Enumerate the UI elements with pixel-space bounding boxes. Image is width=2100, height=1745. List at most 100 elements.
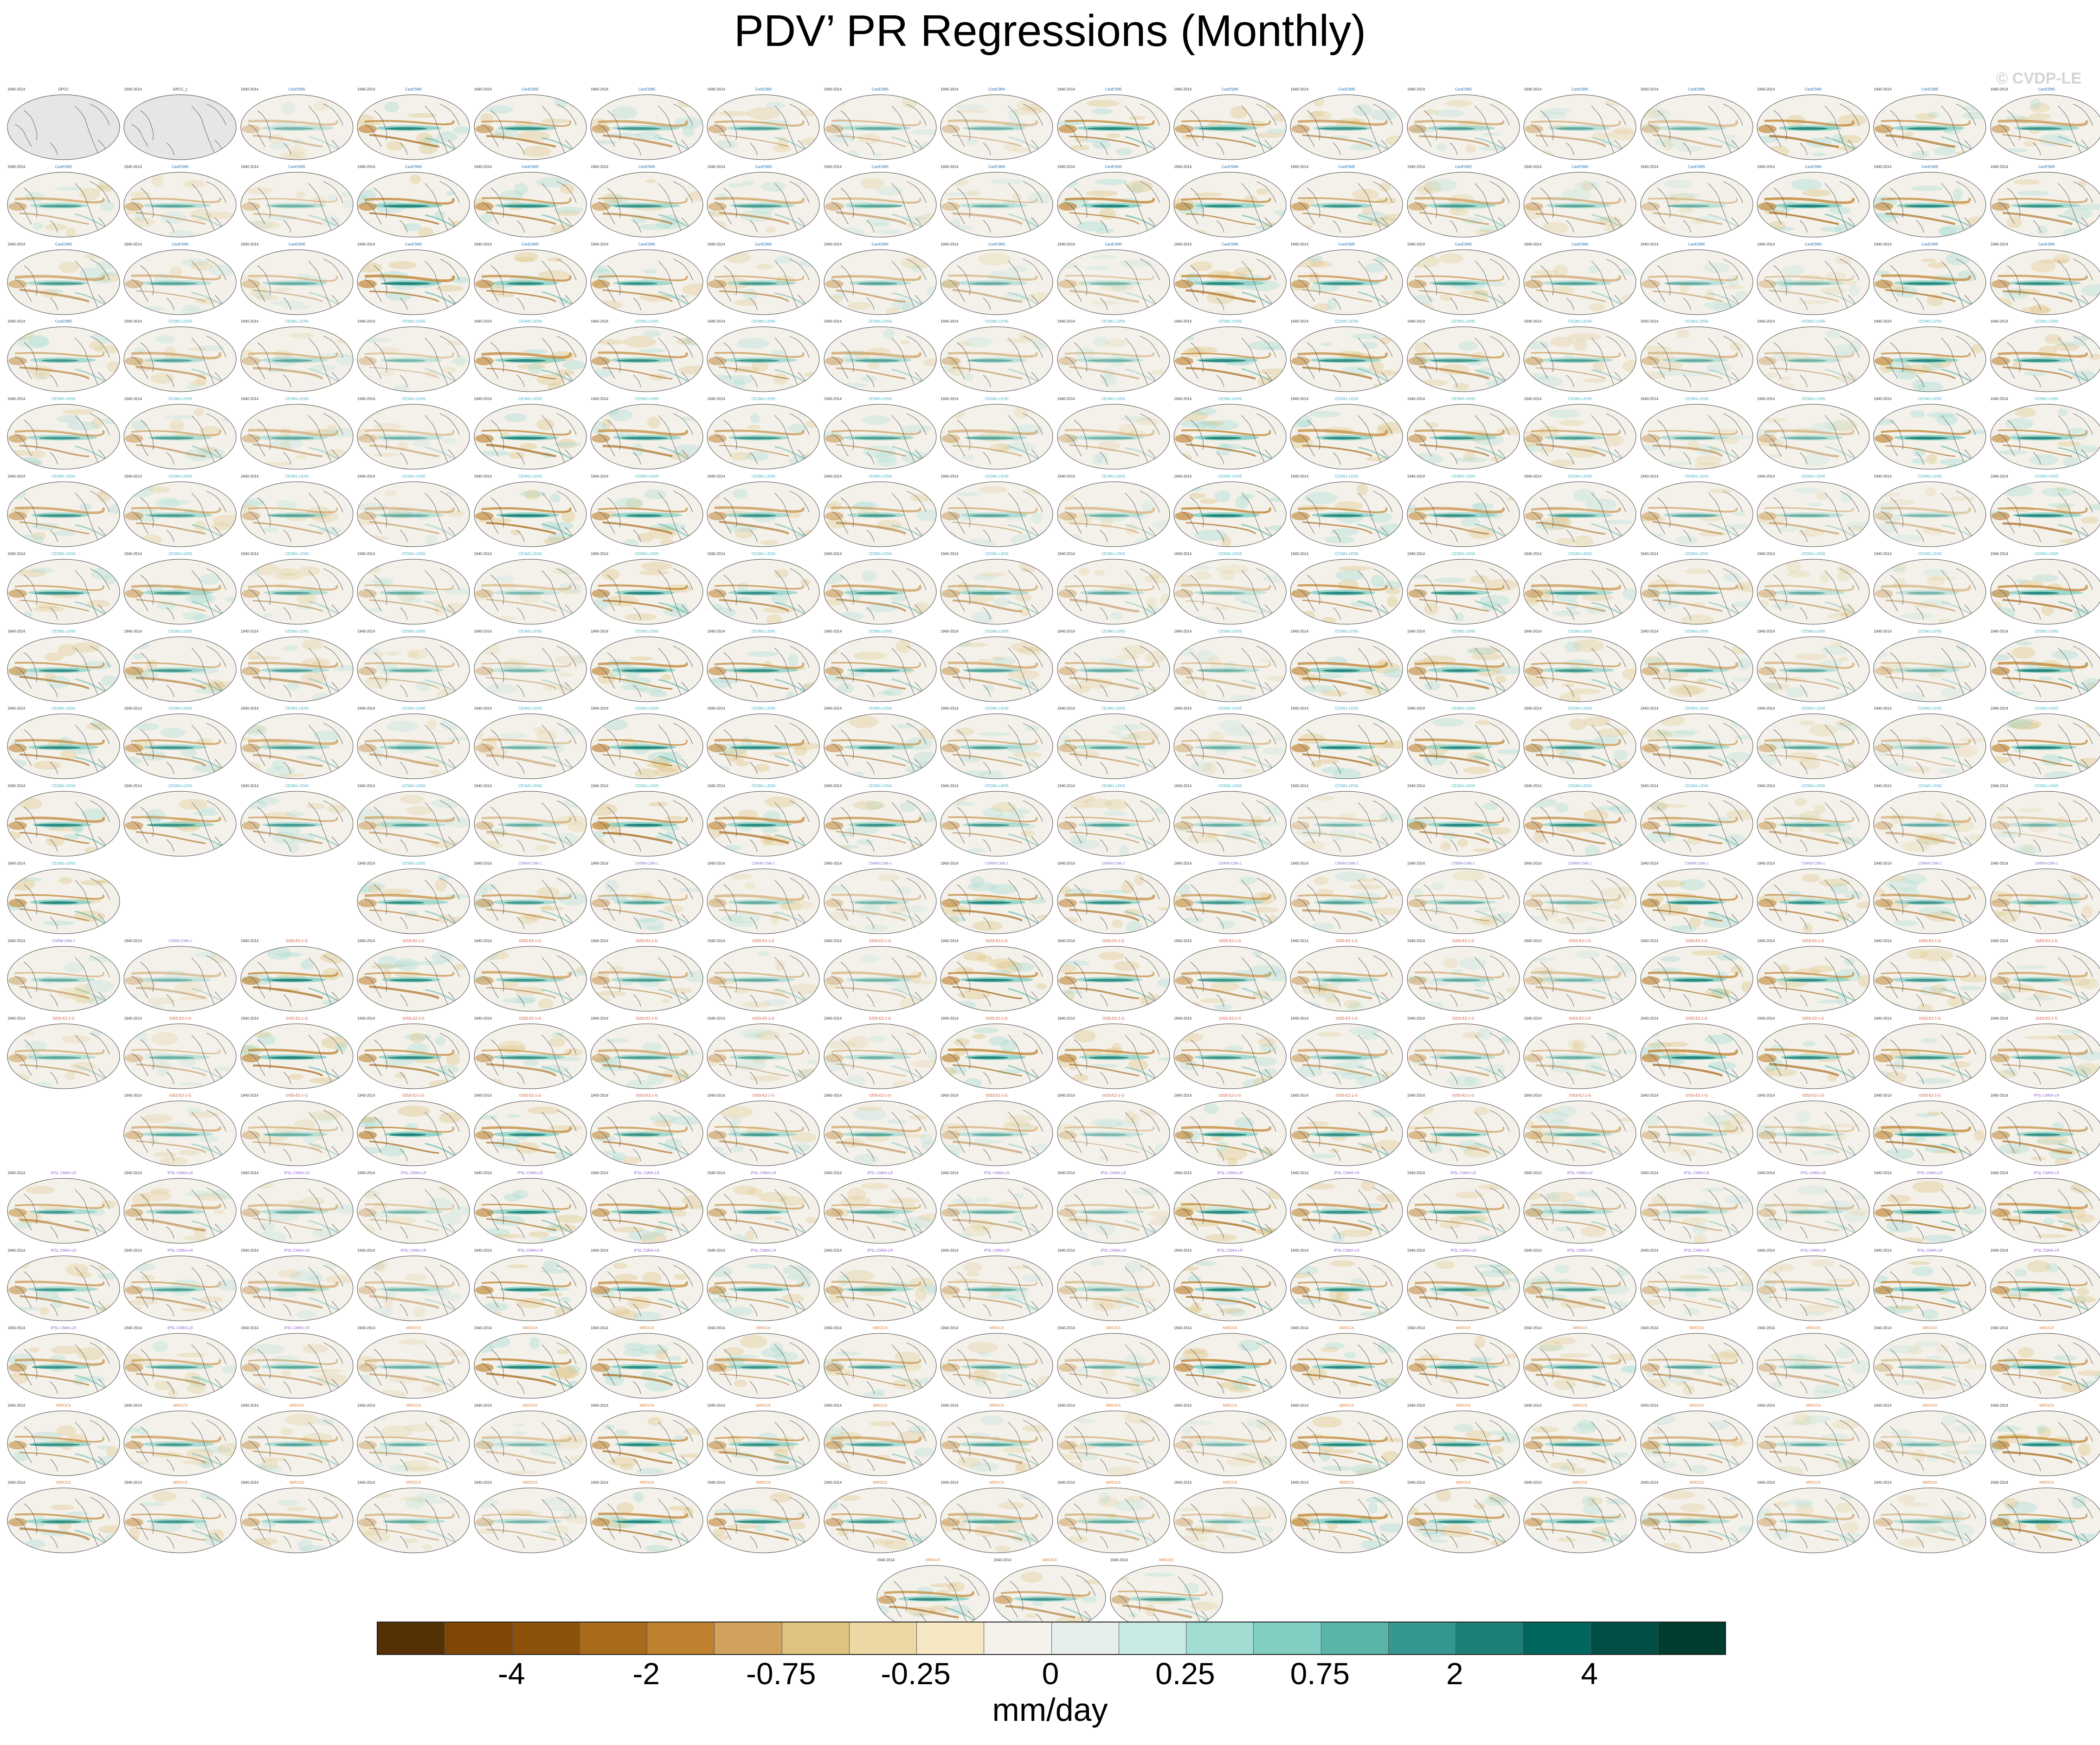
regression-map: [474, 713, 587, 779]
panel-title: CanESM5: [405, 242, 422, 246]
panel-years: 1940-2014: [1524, 1016, 1542, 1021]
regression-map: [1290, 559, 1403, 625]
panel-header: 1940-2014 MIROC6: [472, 1480, 588, 1486]
map-panel: 1940-2014 IPSL-CM6A-LR: [939, 1170, 1055, 1247]
panel-title: CESM1-LENS: [168, 474, 192, 478]
panel-header: 1940-2014 CESM1-LENS: [239, 783, 355, 789]
map-panel: 1940-2014 MIROC6: [1172, 1325, 1288, 1402]
regression-map: [1523, 172, 1636, 238]
panel-title: CESM1-LENS: [635, 474, 659, 478]
panel-title: CESM1-LENS: [52, 474, 76, 478]
panel-header: 1940-2014 GISS-E2-1-G: [705, 938, 821, 944]
panel-header: 1940-2014 CESM1-LENS: [122, 783, 238, 789]
panel-title: CNRM-CM6-1: [1335, 861, 1359, 866]
panel-years: 1940-2014: [240, 1093, 259, 1098]
panel-header: 1940-2014 MIROC6: [1872, 1402, 1988, 1409]
map-panel: 1940-2014 IPSL-CM6A-LR: [1872, 1170, 1988, 1247]
panel-years: 1940-2014: [474, 938, 492, 943]
panel-years: 1940-2014: [7, 551, 26, 556]
map-panel: 1940-2014 CanESM5: [822, 86, 938, 163]
panel-years: 1940-2014: [591, 1016, 609, 1021]
regression-map: [824, 868, 937, 934]
map-panel: 1940-2014 IPSL-CM6A-LR: [822, 1170, 938, 1247]
panel-title: CESM1-LENS: [635, 319, 659, 324]
regression-map: [1873, 559, 1986, 625]
regression-map: [1173, 946, 1287, 1012]
map-panel: 1940-2014 CESM1-LENS: [1522, 705, 1638, 782]
panel-title: CESM1-LENS: [518, 784, 542, 788]
map-panel: 1940-2014 CESM1-LENS: [122, 783, 238, 860]
panel-header: 1940-2014 CESM1-LENS: [1872, 396, 1988, 402]
panel-title: CNRM-CM6-1: [52, 938, 76, 943]
regression-map: [7, 868, 120, 934]
map-panel: 1940-2014 CESM1-LENS: [1639, 396, 1755, 473]
regression-map: [1057, 1255, 1170, 1321]
panel-title: GISS-E2-1-G: [986, 1016, 1008, 1021]
regression-map: [1523, 404, 1636, 470]
panel-years: 1940-2014: [707, 784, 725, 788]
map-panel: 1940-2014 CESM1-LENS: [1405, 318, 1521, 395]
panel-title: CESM1-LENS: [751, 551, 775, 556]
panel-years: 1940-2014: [940, 1403, 959, 1408]
map-panel: 1940-2014 CESM1-LENS: [1755, 705, 1871, 782]
panel-years: 1940-2014: [707, 706, 725, 711]
panel-title: CESM1-LENS: [1685, 319, 1709, 324]
regression-map: [1757, 1255, 1870, 1321]
regression-map: [474, 94, 587, 160]
panel-years: 1940-2014: [240, 1480, 259, 1485]
regression-map: [240, 249, 354, 315]
panel-years: 1940-2014: [124, 87, 142, 91]
panel-header: 1940-2014 IPSL-CM6A-LR: [122, 1325, 238, 1331]
panel-years: 1940-2014: [1757, 706, 1775, 711]
map-panel: 1940-2014 CESM1-LENS: [822, 628, 938, 705]
map-panel: 1940-2014 CESM1-LENS: [1172, 473, 1288, 550]
map-panel: 1940-2014 CESM1-LENS: [1288, 628, 1404, 705]
panel-header: 1940-2014 CESM1-LENS: [6, 396, 122, 402]
panel-header: 1940-2014 CESM1-LENS: [472, 628, 588, 635]
panel-title: CanESM5: [755, 164, 772, 169]
panel-years: 1940-2014: [124, 1403, 142, 1408]
panel-header: 1940-2014 CESM1-LENS: [1639, 705, 1755, 712]
panel-header: 1940-2014 GISS-E2-1-G: [589, 938, 705, 944]
panel-header: 1940-2014 CanESM5: [122, 164, 238, 170]
panel-title: CESM1-LENS: [2035, 629, 2059, 633]
panel-years: 1940-2014: [1990, 1016, 2009, 1021]
regression-map: [940, 636, 1053, 702]
regression-map: [123, 94, 237, 160]
panel-years: 1940-2014: [1640, 629, 1658, 633]
map-panel: 1940-2014 CESM1-LENS: [1056, 705, 1172, 782]
regression-map: [1757, 636, 1870, 702]
panel-title: CESM1-LENS: [1451, 397, 1475, 401]
panel-title: IPSL-CM6A-LR: [634, 1248, 660, 1253]
panel-years: 1940-2014: [1524, 1171, 1542, 1176]
panel-title: IPSL-CM6A-LR: [284, 1171, 310, 1176]
regression-map: [1057, 868, 1170, 934]
panel-header: 1940-2014 CESM1-LENS: [1056, 628, 1172, 635]
panel-header: 1940-2014 GISS-E2-1-G: [1172, 1015, 1288, 1022]
map-panel: 1940-2014 CESM1-LENS: [6, 783, 122, 860]
map-panel: 1940-2014 CNRM-CM6-1: [1639, 860, 1755, 937]
panel-title: CanESM5: [288, 164, 306, 169]
map-panel: 1940-2014 GISS-E2-1-G: [939, 1092, 1055, 1170]
panel-header: 1940-2014 MIROC6: [1639, 1325, 1755, 1331]
panel-years: 1940-2014: [1057, 861, 1075, 866]
panel-header: 1940-2014 CanESM5: [239, 164, 355, 170]
regression-map: [1173, 172, 1287, 238]
map-panel: 1940-2014 IPSL-CM6A-LR: [1755, 1247, 1871, 1325]
map-panel: 1940-2014 MIROC6: [1639, 1402, 1755, 1480]
panel-title: CESM1-LENS: [868, 706, 892, 711]
panel-title: CanESM5: [1921, 242, 1939, 246]
panel-years: 1940-2014: [1874, 1248, 1892, 1253]
panel-years: 1940-2014: [1290, 87, 1308, 91]
panel-header: 1940-2014 IPSL-CM6A-LR: [122, 1170, 238, 1176]
panel-title: CanESM5: [755, 242, 772, 246]
map-panel: 1940-2014 GISS-E2-1-G: [239, 1092, 355, 1170]
map-panel: 1940-2014 CESM1-LENS: [1172, 783, 1288, 860]
regression-map: [1990, 1178, 2100, 1244]
panel-header: 1940-2014 IPSL-CM6A-LR: [1172, 1247, 1288, 1254]
map-panel: 1940-2014 CanESM5: [6, 318, 122, 395]
panel-title: CESM1-LENS: [635, 784, 659, 788]
panel-years: 1940-2014: [1174, 87, 1192, 91]
map-panel: 1940-2014 GISS-E2-1-G: [1172, 1092, 1288, 1170]
regression-map: [357, 868, 470, 934]
